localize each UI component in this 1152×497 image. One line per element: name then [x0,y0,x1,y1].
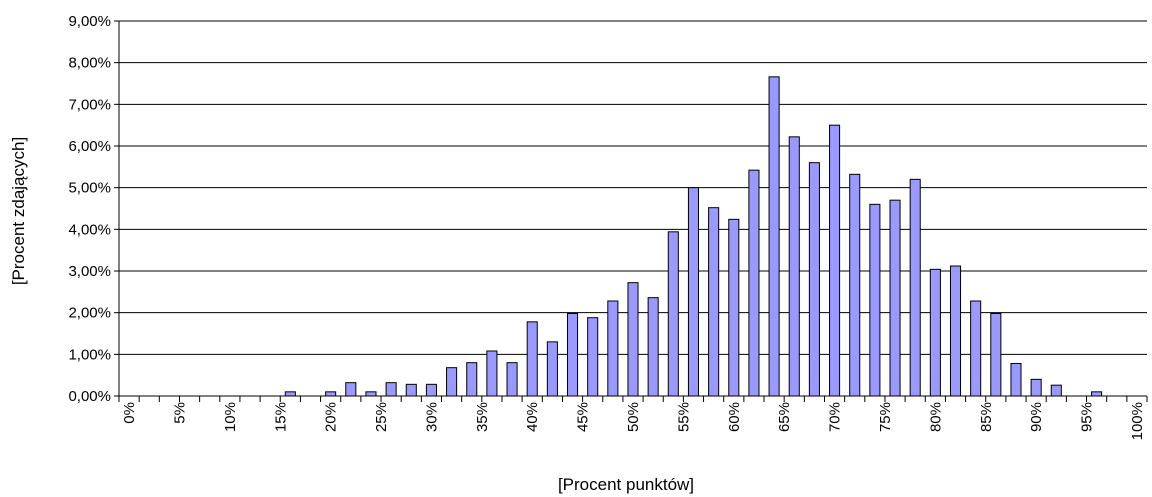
y-tick-label: 1,00% [68,346,111,363]
x-tick-label: 25% [373,402,390,432]
x-tick-label: 75% [877,402,894,432]
x-tick-label: 55% [675,402,692,432]
y-tick-label: 7,00% [68,96,111,113]
bar [284,391,296,397]
bar [365,391,377,397]
bar [829,124,841,397]
bar [1091,391,1103,397]
x-tick-label: 85% [978,402,995,432]
bar [325,391,337,397]
x-tick-label: 80% [927,402,944,432]
x-tick-label: 50% [625,402,642,432]
y-axis-title: [Procent zdających] [9,137,28,285]
bar [667,231,679,397]
bar [1030,378,1042,397]
bar [728,218,740,397]
bar [546,341,558,397]
bar [768,76,780,397]
bar [748,169,760,397]
x-tick-label: 0% [121,402,138,424]
y-tick-label: 6,00% [68,138,111,155]
bar [869,203,881,397]
bar [970,300,982,397]
x-tick-label: 45% [575,402,592,432]
x-tick-label: 60% [726,402,743,432]
bar [889,199,901,397]
bar [526,321,538,397]
x-tick-label: 20% [323,402,340,432]
bar [849,173,861,397]
bar [708,207,720,397]
x-tick-label: 30% [423,402,440,432]
bar [345,382,357,397]
bar [1050,384,1062,397]
tick-labels: 0,00% 1,00% 2,00% 3,00% 4,00% 5,00% 6,00% 7,00%… [68,13,1145,440]
bar [405,383,417,397]
bar [425,383,437,397]
y-tick-label: 8,00% [68,55,111,72]
bar [627,282,639,397]
y-tick-label: 2,00% [68,305,111,322]
x-tick-label: 90% [1028,402,1045,432]
bar [808,162,820,397]
x-tick-label: 95% [1079,402,1096,432]
bar [949,265,962,397]
bar [929,268,941,397]
x-tick-label: 100% [1129,402,1146,440]
x-tick-label: 10% [222,402,239,432]
y-tick-label: 0,00% [68,388,111,405]
y-tick-label: 3,00% [68,263,111,280]
x-tick-label: 70% [827,402,844,432]
bar [990,313,1002,397]
bar [506,362,518,397]
y-tick-label: 5,00% [68,180,111,197]
bar [566,313,579,397]
x-tick-label: 65% [776,402,793,432]
y-tick-label: 4,00% [68,221,111,238]
bars [284,76,1103,397]
bar [385,382,397,397]
x-tick-label: 15% [272,402,289,432]
bar [587,317,599,397]
bar [909,178,921,397]
bar [687,187,700,397]
gridlines [119,20,1147,355]
x-tick-label: 35% [474,402,491,432]
bar [647,297,659,397]
bar [446,367,458,397]
x-tick-label: 40% [524,402,541,432]
bar [486,350,498,397]
axes [114,20,1148,402]
x-axis-title: [Procent punktów] [558,475,694,494]
bar [1010,363,1022,397]
bar [466,362,478,397]
bar [607,300,619,397]
y-tick-label: 9,00% [68,13,111,30]
bar [788,136,800,397]
x-tick-label: 5% [171,402,188,424]
